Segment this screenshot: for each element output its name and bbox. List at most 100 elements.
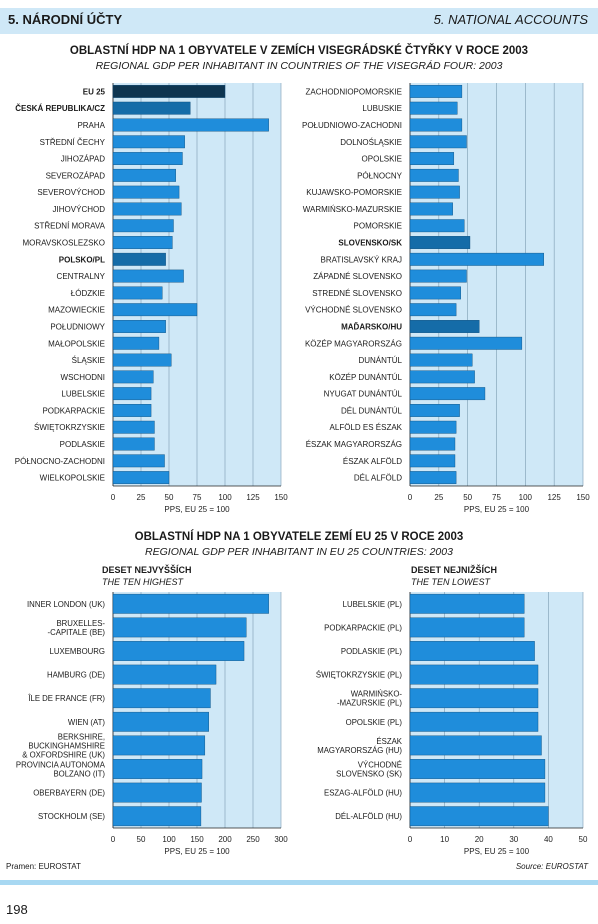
bar <box>409 84 463 98</box>
x-tick-label: 0 <box>408 493 413 502</box>
x-tick-label: 250 <box>246 835 260 844</box>
x-tick-label: 100 <box>519 493 533 502</box>
bar <box>112 168 176 182</box>
bar <box>112 353 172 367</box>
category-label: JIHOZÁPAD <box>61 155 106 164</box>
category-label: -MAZURSKIE (PL) <box>337 699 402 708</box>
category-label: ŁÓDZKIE <box>71 289 105 298</box>
bar <box>409 185 460 199</box>
bar <box>409 370 475 384</box>
category-label: SLOVENSKO (SK) <box>336 770 402 779</box>
x-axis-label: PPS, EU 25 = 100 <box>164 847 230 856</box>
category-label: WARMIŃSKO-MAZURSKIE <box>303 205 402 214</box>
category-label: ŚWIĘTOKRZYSKIE (PL) <box>316 671 402 680</box>
ten-highest-label-en: THE TEN HIGHEST <box>102 577 184 587</box>
x-tick-label: 100 <box>218 493 232 502</box>
x-tick-label: 50 <box>165 493 174 502</box>
bar <box>409 252 544 266</box>
bar <box>409 688 539 709</box>
bar <box>112 711 209 732</box>
category-label: WIEN (AT) <box>68 718 106 727</box>
bar <box>112 735 206 756</box>
bar <box>112 593 269 614</box>
bar <box>409 735 542 756</box>
category-label: OPOLSKIE (PL) <box>346 718 403 727</box>
category-label: POMORSKIE <box>354 222 402 231</box>
category-label: DOLNOŚLĄSKIE <box>340 138 402 147</box>
category-label: OPOLSKIE <box>362 155 402 164</box>
section-header: 5. NÁRODNÍ ÚČTY 5. NATIONAL ACCOUNTS <box>0 8 598 34</box>
bar <box>112 252 166 266</box>
bar <box>112 320 166 333</box>
bar <box>112 236 173 249</box>
category-label: ZACHODNIOPOMORSKIE <box>306 87 402 96</box>
category-label: EU 25 <box>83 87 106 96</box>
category-label: NYUGAT DUNÁNTÚL <box>324 390 403 399</box>
x-tick-label: 150 <box>576 493 590 502</box>
category-label: DÉL DUNÁNTÚL <box>341 406 403 415</box>
bar <box>112 806 202 827</box>
chart2-title: OBLASTNÍ HDP NA 1 OBYVATELE ZEMÍ EU 25 V… <box>134 531 464 543</box>
bar <box>409 617 525 638</box>
ten-lowest-label-en: THE TEN LOWEST <box>411 577 491 587</box>
bar <box>112 617 247 638</box>
bar <box>112 84 226 98</box>
x-tick-label: 100 <box>162 835 176 844</box>
category-label: WARMIŃSKO- <box>351 690 403 699</box>
bar <box>409 320 480 333</box>
x-tick-label: 50 <box>579 835 588 844</box>
category-label: ESZAG-ALFÖLD (HU) <box>324 789 402 798</box>
bar <box>112 437 155 451</box>
x-tick-label: 0 <box>111 835 116 844</box>
bar <box>409 269 467 283</box>
category-label: MAGYARORSZÁG (HU) <box>317 746 402 755</box>
bar <box>409 664 539 685</box>
chart1-title: OBLASTNÍ HDP NA 1 OBYVATELE V ZEMÍCH VIS… <box>69 45 529 57</box>
bar <box>112 101 191 115</box>
category-label: BRATISLAVSKÝ KRAJ <box>320 255 402 264</box>
category-label: KUJAWSKO-POMORSKIE <box>306 188 402 197</box>
category-label: VÝCHODNÉ <box>358 761 402 770</box>
category-label: SEVEROVÝCHOD <box>37 188 105 197</box>
x-tick-label: 30 <box>509 835 518 844</box>
x-axis-label: PPS, EU 25 = 100 <box>164 505 230 514</box>
bar <box>112 641 245 661</box>
category-label: STOCKHOLM (SE) <box>38 812 105 821</box>
x-tick-label: 300 <box>274 835 288 844</box>
bar <box>409 353 473 367</box>
section-title-en: 5. NATIONAL ACCOUNTS <box>433 12 588 27</box>
bar <box>409 336 523 350</box>
category-label: LUBUSKIE <box>362 104 402 113</box>
bar <box>409 420 457 434</box>
bar <box>112 404 152 417</box>
category-label: VÝCHODNÉ SLOVENSKO <box>305 306 402 315</box>
x-tick-label: 125 <box>547 493 561 502</box>
category-label: BUCKINGHAMSHIRE <box>28 741 105 750</box>
bar <box>112 152 183 165</box>
bar <box>112 782 202 803</box>
category-label: HAMBURG (DE) <box>47 671 105 680</box>
category-label: PÓŁNOCNY <box>357 171 403 180</box>
x-tick-label: 150 <box>190 835 204 844</box>
source-en: Source: EUROSTAT <box>515 862 588 871</box>
category-label: DÉL ALFÖLD <box>354 474 402 483</box>
category-label: PODLASKIE <box>60 440 105 449</box>
category-label: WIELKOPOLSKIE <box>40 474 105 483</box>
category-label: KÖZÉP DUNÁNTÚL <box>329 373 402 382</box>
bar <box>112 454 165 468</box>
category-label: ŚLĄSKIE <box>72 356 105 365</box>
bar <box>409 286 461 300</box>
source-cz: Pramen: EUROSTAT <box>6 862 81 871</box>
category-label: WSCHODNI <box>61 373 105 382</box>
category-label: POŁUDNIOWO-ZACHODNI <box>302 121 402 130</box>
ten-lowest-label: DESET NEJNIŽŠÍCH <box>411 565 498 575</box>
category-label: PODKARPACKIE (PL) <box>324 623 402 632</box>
x-tick-label: 50 <box>463 493 472 502</box>
bar <box>112 471 170 485</box>
x-tick-label: 10 <box>440 835 449 844</box>
category-label: LUBELSKIE (PL) <box>343 600 403 609</box>
bar <box>112 269 184 283</box>
category-label: JIHOVÝCHOD <box>53 205 106 214</box>
category-label: STŘEDNÍ MORAVA <box>34 222 105 231</box>
